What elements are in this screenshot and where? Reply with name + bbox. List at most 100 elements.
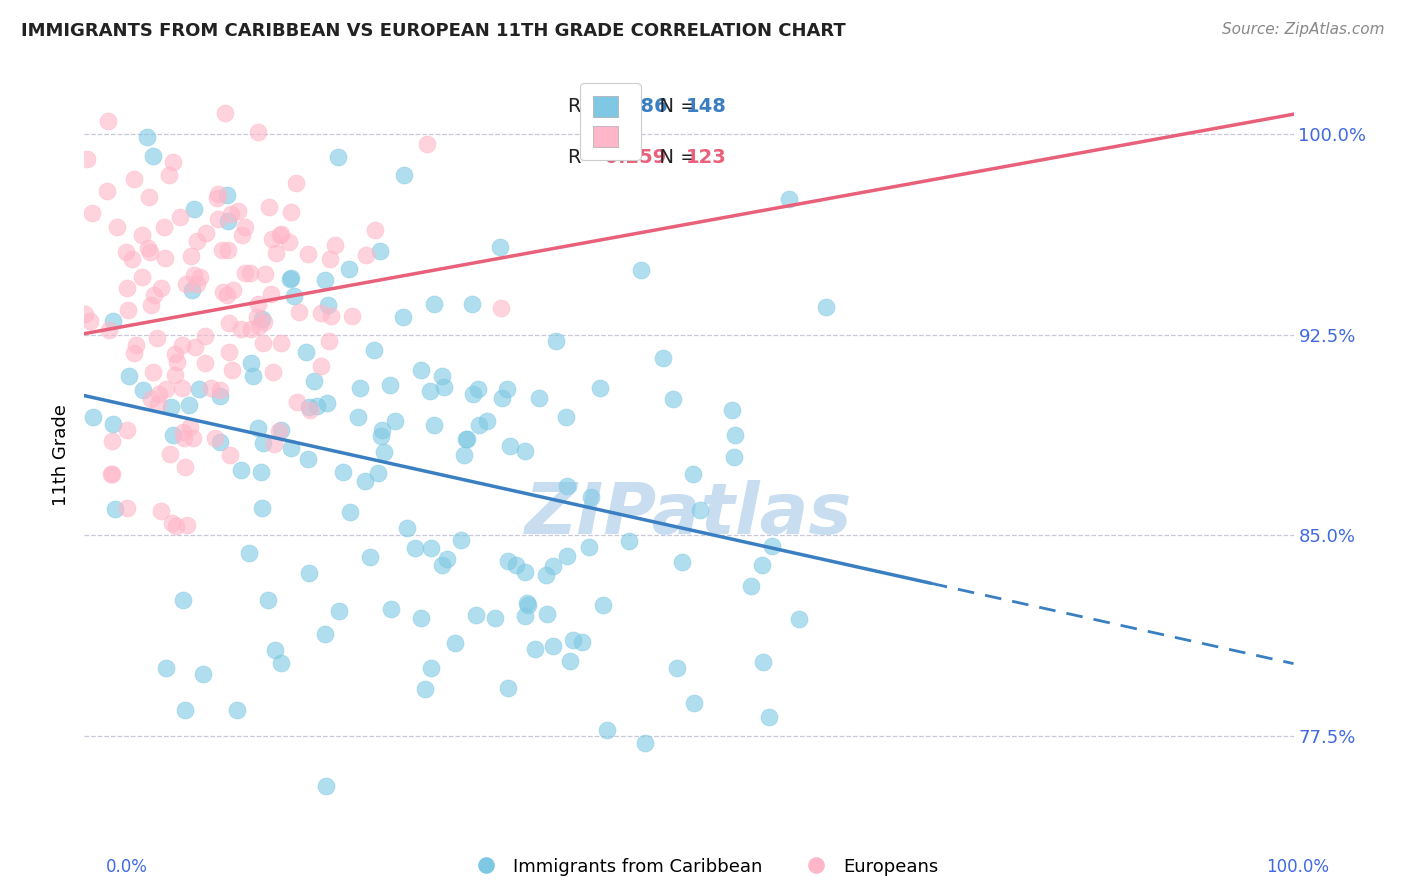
Point (505, 558, 527, 572)
Point (217, 288, 239, 302)
Point (436, 552, 458, 566)
Point (416, 137, 439, 152)
Point (269, 228, 291, 243)
Point (316, 396, 339, 410)
Point (555, 549, 578, 563)
Point (207, 187, 229, 202)
Point (266, 246, 288, 260)
Point (380, 377, 402, 392)
Point (409, 363, 432, 377)
Point (209, 383, 232, 397)
Point (578, 540, 600, 554)
Point (491, 301, 513, 316)
Point (174, 277, 197, 291)
Point (298, 401, 321, 415)
Text: Source: ZipAtlas.com: Source: ZipAtlas.com (1222, 22, 1385, 37)
Point (231, 463, 253, 477)
Point (125, 338, 148, 352)
Point (221, 363, 243, 377)
Point (298, 566, 321, 580)
Point (143, 288, 166, 302)
Point (76, 153, 98, 167)
Point (433, 380, 456, 394)
Point (104, 501, 127, 516)
Point (252, 436, 274, 450)
Point (207, 191, 229, 205)
Point (135, 129, 157, 144)
Point (758, 710, 780, 724)
Point (260, 287, 283, 301)
Point (555, 478, 578, 492)
Point (218, 316, 240, 330)
Point (262, 365, 284, 379)
Point (299, 403, 322, 417)
Point (246, 125, 269, 139)
Point (153, 219, 176, 234)
Point (148, 387, 170, 401)
Text: ZIPatlas: ZIPatlas (526, 481, 852, 549)
Point (172, 425, 194, 439)
Point (183, 268, 205, 282)
Point (319, 252, 342, 266)
Point (484, 611, 506, 625)
Point (169, 211, 191, 225)
Point (142, 149, 165, 163)
Point (630, 263, 652, 277)
Point (114, 244, 136, 259)
Point (456, 432, 478, 446)
Point (761, 539, 783, 553)
Point (183, 340, 205, 354)
Point (444, 636, 467, 650)
Point (413, 681, 436, 696)
Point (159, 447, 181, 461)
Point (689, 502, 711, 516)
Point (97, 114, 120, 128)
Point (367, 466, 389, 480)
Point (191, 667, 214, 681)
Point (179, 420, 201, 434)
Point (285, 395, 308, 409)
Point (211, 285, 233, 300)
Point (513, 565, 536, 579)
Point (219, 448, 242, 462)
Point (592, 598, 614, 612)
Point (283, 289, 305, 303)
Point (496, 382, 519, 396)
Point (787, 612, 810, 626)
Point (79, 314, 101, 328)
Point (363, 343, 385, 357)
Point (752, 655, 775, 669)
Point (815, 300, 838, 314)
Point (652, 351, 675, 365)
Point (380, 602, 402, 616)
Point (395, 521, 418, 535)
Point (103, 417, 125, 432)
Text: 148: 148 (685, 97, 725, 116)
Point (740, 578, 762, 592)
Point (82, 206, 104, 220)
Point (105, 220, 128, 235)
Point (751, 558, 773, 572)
Point (162, 428, 184, 442)
Text: R =: R = (568, 148, 610, 167)
Point (101, 467, 124, 482)
Point (302, 374, 325, 388)
Point (432, 368, 454, 383)
Point (100, 434, 122, 449)
Point (340, 309, 363, 323)
Point (254, 267, 277, 281)
Point (131, 270, 153, 285)
Point (166, 355, 188, 369)
Point (222, 284, 245, 298)
Point (117, 302, 139, 317)
Point (314, 273, 336, 287)
Point (73, 307, 96, 321)
Point (146, 331, 169, 345)
Point (246, 310, 269, 325)
Point (155, 382, 177, 396)
Text: -0.286: -0.286 (599, 97, 668, 116)
Point (136, 241, 159, 255)
Point (159, 400, 181, 414)
Point (117, 369, 139, 384)
Point (101, 313, 124, 327)
